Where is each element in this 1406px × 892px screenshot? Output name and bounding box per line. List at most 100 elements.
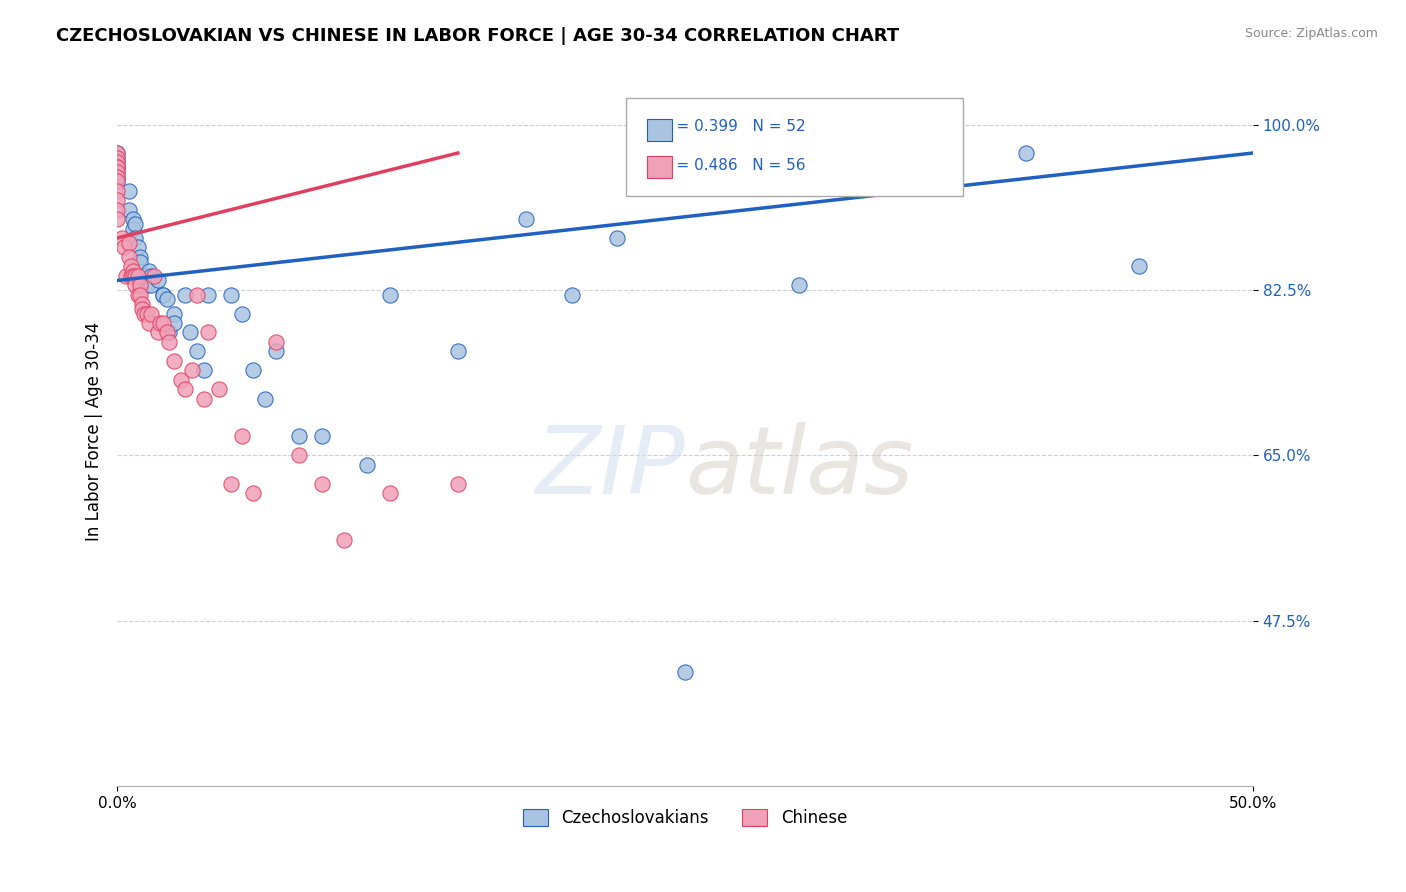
Point [129,287,152,301]
Point [152,287,174,301]
Point [105,169,128,184]
Point [146,326,169,340]
Point [131,297,153,311]
Point [149,316,172,330]
Point [197,287,219,301]
Point [105,212,128,227]
Point [135,307,157,321]
Point [105,165,128,179]
Point [138,316,160,330]
Point [356,458,378,472]
Point [105,151,128,165]
Point [186,344,208,359]
Point [1015,146,1038,161]
Point [186,287,208,301]
Point [124,268,146,283]
Point [141,268,163,283]
Point [311,476,333,491]
Point [124,217,146,231]
Point [242,363,264,377]
Point [135,278,157,293]
Point [378,486,401,500]
Point [264,334,287,349]
Point [112,240,135,254]
Point [163,307,186,321]
Point [163,353,186,368]
Point [117,202,139,217]
Point [170,373,193,387]
Point [673,665,696,680]
Point [146,273,169,287]
Point [159,334,181,349]
Point [117,250,139,264]
Point [131,301,153,316]
Point [127,268,149,283]
Point [447,344,470,359]
Point [197,326,219,340]
Text: R = 0.399   N = 52: R = 0.399 N = 52 [661,120,806,134]
Point [122,221,145,235]
Point [105,202,128,217]
Point [129,278,152,293]
Point [193,392,215,406]
Point [105,146,128,161]
Point [120,268,142,283]
Point [156,326,179,340]
Point [138,264,160,278]
Point [105,151,128,165]
Point [156,293,179,307]
Point [787,278,810,293]
Point [152,316,174,330]
Point [105,184,128,198]
Point [179,326,201,340]
Point [288,448,311,462]
Point [105,160,128,174]
Text: Source: ZipAtlas.com: Source: ZipAtlas.com [1244,27,1378,40]
Point [105,174,128,188]
Point [208,382,231,396]
Point [606,231,628,245]
Point [105,160,128,174]
Point [122,268,145,283]
Point [105,174,128,188]
Point [134,268,156,283]
Point [447,476,470,491]
Text: CZECHOSLOVAKIAN VS CHINESE IN LABOR FORCE | AGE 30-34 CORRELATION CHART: CZECHOSLOVAKIAN VS CHINESE IN LABOR FORC… [56,27,900,45]
Point [117,184,139,198]
Point [253,392,276,406]
Point [127,240,149,254]
Point [141,278,163,293]
Point [311,429,333,443]
Point [124,278,146,293]
Point [129,250,152,264]
Point [105,160,128,174]
Point [219,287,242,301]
Point [141,307,163,321]
Text: ZIP: ZIP [536,422,685,513]
Point [288,429,311,443]
Point [105,155,128,169]
Text: R = 0.486   N = 56: R = 0.486 N = 56 [661,158,806,172]
Point [219,476,242,491]
Point [152,287,174,301]
Point [231,307,253,321]
Point [120,260,142,274]
Point [181,363,204,377]
Point [142,268,165,283]
Point [124,231,146,245]
Text: atlas: atlas [685,422,914,513]
Point [1128,260,1150,274]
Point [163,316,186,330]
Point [105,169,128,184]
Point [122,212,145,227]
Legend: Czechoslovakians, Chinese: Czechoslovakians, Chinese [516,803,853,834]
Point [105,155,128,169]
Point [174,287,197,301]
Point [105,146,128,161]
Point [193,363,215,377]
Point [174,382,197,396]
Point [129,254,152,268]
Point [105,160,128,174]
Point [515,212,537,227]
Point [560,287,582,301]
